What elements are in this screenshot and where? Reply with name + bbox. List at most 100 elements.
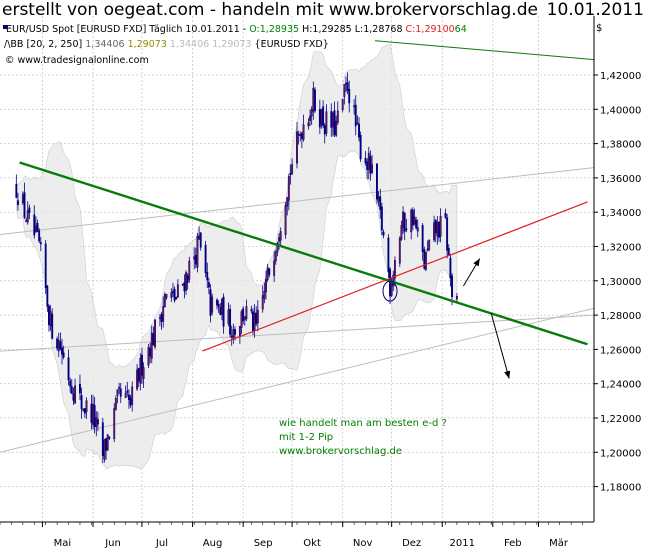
candle-body — [38, 230, 41, 242]
candle-body — [299, 134, 302, 136]
candle-body — [279, 231, 282, 241]
candle-body — [371, 164, 374, 173]
y-tick-label: 1,38000 — [600, 140, 641, 151]
candle-body — [266, 267, 269, 280]
y-tick-label: 1,28000 — [600, 311, 641, 322]
candle-body — [216, 299, 218, 306]
candle-body — [59, 341, 62, 350]
candle-body — [207, 282, 210, 288]
candle-body — [256, 309, 259, 324]
candle-body — [70, 386, 73, 394]
candle-body — [245, 306, 248, 320]
candle-body — [186, 275, 189, 283]
candle-body — [85, 400, 88, 413]
candle-body — [106, 434, 109, 451]
candle-body — [126, 390, 129, 393]
candle-body — [194, 254, 197, 265]
candle-body — [297, 133, 300, 136]
candle-body — [238, 326, 241, 337]
candle-body — [353, 105, 356, 108]
candle-body — [411, 209, 414, 226]
candle-body — [343, 84, 346, 97]
x-tick-label: Okt — [303, 538, 321, 549]
candle-body — [421, 225, 424, 252]
candle-body — [61, 347, 63, 355]
candle-body — [364, 157, 367, 164]
candle-body — [376, 163, 378, 200]
y-tick-label: 1,30000 — [600, 277, 641, 288]
projection-arrowhead-2 — [504, 370, 511, 379]
candle-body — [113, 408, 116, 439]
candle-body — [232, 329, 235, 340]
candle-body — [415, 219, 418, 229]
candle-body — [220, 299, 223, 315]
candle-body — [181, 283, 184, 286]
candle-body — [286, 197, 289, 207]
candle-body — [323, 125, 326, 135]
y-tick-label: 1,32000 — [600, 243, 641, 254]
candle-body — [242, 308, 245, 321]
candle-body — [209, 289, 212, 316]
candle-body — [48, 305, 50, 326]
candle-body — [26, 210, 29, 223]
candle-body — [49, 311, 52, 327]
candle-body — [83, 408, 86, 414]
candle-body — [449, 257, 452, 279]
candle-body — [400, 225, 403, 240]
candle-body — [367, 152, 370, 170]
candle-body — [158, 317, 161, 319]
candle-body — [273, 260, 276, 276]
candle-body — [211, 296, 214, 313]
candle-body — [447, 247, 450, 256]
candle-body — [230, 335, 233, 338]
candle-body — [416, 227, 419, 232]
candle-body — [434, 219, 437, 234]
y-tick-label: 1,42000 — [600, 71, 641, 82]
candle-body — [444, 212, 447, 218]
candle-body — [243, 316, 246, 321]
candle-body — [170, 292, 173, 298]
projection-arrows — [463, 258, 511, 379]
long-term-line-lower — [0, 307, 595, 453]
candle-body — [333, 110, 336, 135]
legend-line-3: © www.tradesignalonline.com — [5, 55, 149, 66]
x-tick-label: Aug — [203, 538, 223, 549]
candle-body — [234, 329, 236, 335]
y-tick-label: 1,22000 — [600, 414, 641, 425]
candle-body — [377, 196, 380, 202]
x-tick-label: Feb — [504, 538, 522, 549]
candle-body — [116, 389, 119, 396]
candle-body — [250, 309, 253, 312]
note-line-3: www.brokervorschlag.de — [279, 446, 402, 457]
candle-body — [320, 109, 323, 125]
candle-body — [96, 419, 99, 425]
candle-body — [44, 243, 47, 288]
candle-body — [359, 134, 362, 160]
candle-body — [95, 417, 98, 427]
candle-body — [204, 244, 207, 273]
candle-body — [105, 438, 108, 451]
note-line-2: mit 1-2 Pip — [279, 432, 333, 443]
candle-body — [413, 216, 416, 225]
candle-body — [428, 239, 431, 250]
candle-body — [389, 268, 391, 297]
candle-body — [436, 221, 439, 237]
candle-body — [369, 156, 372, 174]
y-tick-label: 1,36000 — [600, 174, 641, 185]
x-tick-label: Jul — [155, 538, 168, 549]
candle-body — [439, 216, 442, 237]
candle-body — [39, 242, 42, 245]
candle-body — [56, 338, 59, 349]
candle-body — [33, 214, 36, 236]
x-tick-label: Dez — [402, 538, 421, 549]
candle-body — [410, 209, 413, 233]
candle-body — [318, 109, 321, 128]
candle-body — [255, 312, 258, 324]
candle-body — [101, 422, 104, 456]
candle-body — [217, 304, 220, 307]
candle-body — [287, 175, 290, 201]
y-tick-label: 1,26000 — [600, 345, 641, 356]
note-line-1: wie handelt man am besten e-d ? — [279, 418, 447, 429]
